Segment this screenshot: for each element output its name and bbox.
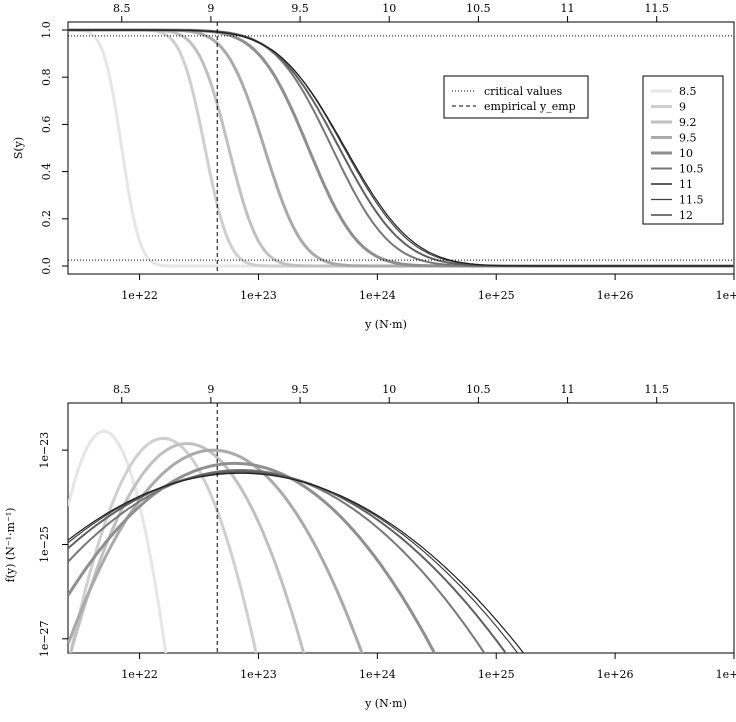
x-tick-label: 1e+25	[478, 668, 515, 681]
reference-legend: critical values empirical y_emp	[443, 75, 589, 119]
y-tick-label: 0.4	[40, 163, 53, 181]
x-tick-label: 1e+22	[121, 289, 158, 302]
x-tick-label: 1e+23	[240, 668, 277, 681]
top-tick-label: 10	[382, 383, 396, 396]
top-tick-label: 11.5	[644, 2, 669, 15]
y-tick-label: 0.6	[40, 116, 53, 133]
y-tick-label: 0.0	[40, 257, 53, 275]
series-legend-label: 10.5	[679, 163, 704, 176]
top-tick-label: 9.5	[291, 383, 309, 396]
series-legend: 8.5 9 9.2 9.5 10 10.5 11 11.5 12	[642, 75, 724, 225]
survival-x-ticks: 1e+22 1e+23 1e+24 1e+25 1e+26 1e+27	[121, 274, 736, 302]
density-y-ticks: 1e−23 1e−25 1e−27	[38, 432, 68, 657]
series-legend-label: 11.5	[679, 194, 704, 207]
density-series-9-5	[68, 448, 364, 653]
density-x-axis-title: y (N·m)	[364, 697, 407, 710]
reference-legend-box	[443, 75, 589, 119]
series-legend-label: 8.5	[679, 85, 697, 98]
density-chart: 1e+22 1e+23 1e+24 1e+25 1e+26 1e+27 8.5 9 9.5 10…	[4, 383, 736, 710]
survival-x-axis-title: y (N·m)	[364, 318, 407, 331]
x-tick-label: 1e+24	[359, 289, 396, 302]
density-series-9	[69, 436, 258, 653]
top-tick-label: 9	[207, 383, 214, 396]
survival-reference-lines	[68, 22, 734, 274]
x-tick-label: 1e+26	[597, 668, 634, 681]
y-tick-label: 1e−27	[38, 620, 51, 657]
top-tick-label: 9.5	[291, 2, 309, 15]
series-legend-label: 12	[679, 209, 693, 222]
density-plot-frame	[67, 402, 735, 654]
y-tick-label: 1e−25	[38, 526, 51, 563]
top-tick-label: 8.5	[113, 2, 131, 15]
density-y-axis-title: f(y) (N⁻¹·m⁻¹)	[4, 508, 17, 583]
y-tick-label: 0.8	[40, 68, 53, 86]
x-tick-label: 1e+25	[478, 289, 515, 302]
y-tick-label: 1e−23	[38, 432, 51, 469]
x-tick-label: 1e+24	[359, 668, 396, 681]
density-series-8-5	[68, 429, 168, 653]
reference-legend-empirical-label: empirical y_emp	[484, 100, 576, 113]
survival-y-axis-title: S(y)	[12, 137, 25, 159]
top-tick-label: 11.5	[644, 383, 669, 396]
density-series-10	[68, 461, 437, 653]
density-x-ticks: 1e+22 1e+23 1e+24 1e+25 1e+26 1e+27	[121, 653, 736, 681]
x-tick-label: 1e+26	[597, 289, 634, 302]
top-tick-label: 9	[207, 2, 214, 15]
y-tick-label: 1.0	[40, 21, 53, 39]
series-legend-label: 9.5	[679, 132, 697, 145]
series-legend-label: 10	[679, 147, 693, 160]
density-series-11	[68, 470, 507, 653]
top-tick-label: 10.5	[466, 383, 491, 396]
series-legend-label: 9.2	[679, 116, 697, 129]
top-tick-label: 8.5	[113, 383, 131, 396]
survival-chart: 1e+22 1e+23 1e+24 1e+25 1e+26 1e+27 8.5 9 9.5 10…	[12, 2, 736, 331]
x-tick-label: 1e+23	[240, 289, 277, 302]
series-legend-label: 11	[679, 178, 693, 191]
x-tick-label: 1e+22	[121, 668, 158, 681]
x-tick-label: 1e+27	[716, 668, 736, 681]
density-curves	[68, 429, 525, 653]
reference-legend-critical-label: critical values	[484, 85, 562, 98]
y-tick-label: 0.2	[40, 210, 53, 228]
survival-y-ticks: 0.0 0.2 0.4 0.6 0.8 1.0	[40, 21, 68, 275]
survival-plot-frame	[67, 21, 735, 275]
top-tick-label: 11	[561, 2, 575, 15]
top-tick-label: 11	[561, 383, 575, 396]
series-legend-label: 9	[679, 101, 686, 114]
x-tick-label: 1e+27	[716, 289, 736, 302]
survival-series-12	[68, 29, 734, 267]
top-tick-label: 10.5	[466, 2, 491, 15]
top-tick-label: 10	[382, 2, 396, 15]
density-series-12	[68, 472, 525, 653]
survival-curves	[68, 28, 734, 268]
